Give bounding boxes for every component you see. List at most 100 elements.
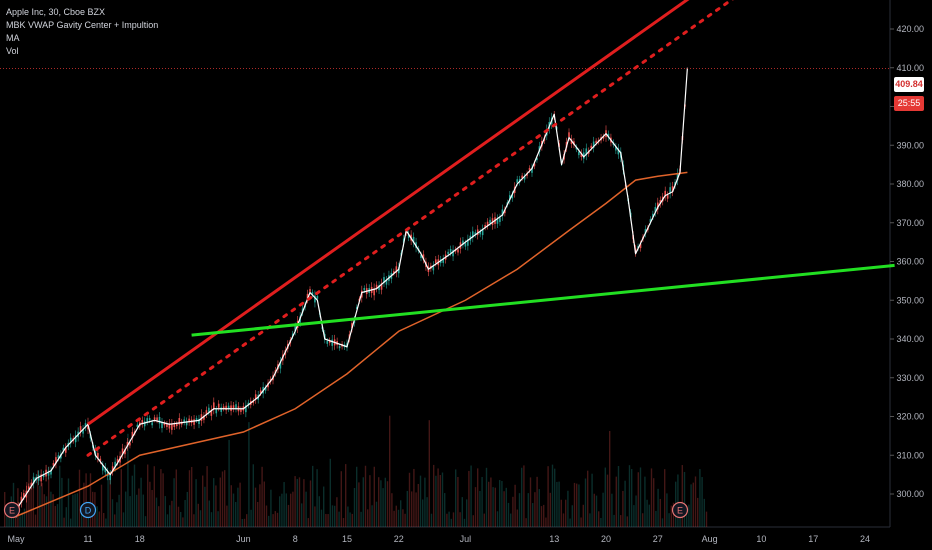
candle-body <box>523 176 526 180</box>
volume-bar <box>626 516 628 527</box>
volume-bar <box>118 494 120 527</box>
volume-bar <box>538 489 540 527</box>
support-trendline <box>191 263 895 337</box>
legend-indicator-vwap[interactable]: MBK VWAP Gavity Center + Impultion <box>6 20 159 30</box>
volume-bar <box>378 477 380 527</box>
volume-bar <box>37 470 39 527</box>
candle-body <box>178 418 181 425</box>
volume-bar <box>206 466 208 527</box>
volume-bar <box>694 476 697 527</box>
volume-bar <box>525 518 527 527</box>
volume-bar <box>587 470 589 527</box>
volume-bar <box>61 477 63 527</box>
candle-body <box>351 323 353 329</box>
volume-bar <box>43 494 45 527</box>
candle-body <box>247 402 250 406</box>
volume-bar <box>543 504 545 527</box>
volume-bar <box>52 494 54 527</box>
volume-bar <box>81 510 83 527</box>
volume-bar <box>397 509 400 527</box>
volume-bar <box>527 493 529 527</box>
candle-body <box>528 167 531 171</box>
candle-body <box>578 151 580 156</box>
volume-bar <box>122 512 125 527</box>
candle-body <box>395 266 398 273</box>
volume-bar <box>296 478 298 527</box>
volume-bar <box>23 508 26 527</box>
candle-body <box>227 405 230 410</box>
marker-circle <box>671 501 689 519</box>
volume-bar <box>411 491 413 527</box>
volume-bar <box>655 510 657 527</box>
chart-grid <box>0 0 891 528</box>
candle-body <box>195 418 198 421</box>
x-tick-label: 13 <box>549 534 559 544</box>
candle-body <box>74 435 77 443</box>
volume-bar <box>631 469 633 527</box>
earnings-marker[interactable]: E <box>3 501 21 519</box>
candle-body <box>590 145 592 149</box>
y-tick-label: 390.00 <box>896 140 924 150</box>
legend-indicator-vol[interactable]: Vol <box>6 46 19 56</box>
volume-bar <box>177 506 180 527</box>
volume-bar <box>664 469 666 527</box>
volume-bar <box>270 489 272 527</box>
volume-bar <box>294 476 296 527</box>
volume-bar <box>510 513 512 527</box>
candle-body <box>501 209 504 217</box>
x-tick-label: 8 <box>293 534 298 544</box>
candle-body <box>168 423 171 429</box>
volume-bar <box>576 483 578 527</box>
volume-bars <box>4 415 708 527</box>
volume-bar <box>105 518 107 527</box>
volume-bar <box>331 505 334 527</box>
volume-bar <box>488 481 490 527</box>
x-tick-label: Jun <box>236 534 251 544</box>
marker-label: E <box>9 506 15 516</box>
volume-bar <box>507 502 510 527</box>
candle-body <box>481 229 484 236</box>
volume-bar <box>433 464 435 527</box>
time-axis[interactable]: May 11 18 Jun 8 15 22 Jul 13 20 27 Aug 10 17 24 <box>7 534 870 544</box>
volume-bar <box>375 501 378 527</box>
dividend-marker[interactable]: D <box>79 501 97 519</box>
legend-symbol[interactable]: Apple Inc, 30, Cboe BZX <box>6 7 106 17</box>
volume-bar <box>382 488 384 527</box>
volume-bar <box>316 469 318 527</box>
volume-bar <box>556 481 558 527</box>
volume-bar <box>589 513 591 527</box>
volume-bar <box>545 517 547 527</box>
earnings-marker[interactable]: E <box>671 501 689 519</box>
candle-body <box>435 259 437 264</box>
candle-body <box>575 147 578 150</box>
volume-bar <box>455 469 457 527</box>
volume-bar <box>120 469 122 527</box>
volume-bar <box>620 515 622 527</box>
volume-bar <box>129 496 131 527</box>
candle-body <box>240 409 242 412</box>
volume-bar <box>653 478 655 527</box>
candle-body <box>499 217 501 222</box>
candle-body <box>314 295 316 303</box>
candle-body <box>213 402 215 410</box>
volume-bar <box>635 495 637 527</box>
volume-bar <box>237 487 239 527</box>
volume-bar <box>155 497 158 527</box>
legend-indicator-ma[interactable]: MA <box>6 33 20 43</box>
x-tick-label: 11 <box>83 534 92 544</box>
candle-body <box>637 246 639 249</box>
volume-bar <box>345 464 347 527</box>
volume-bar <box>59 465 61 527</box>
volume-bar <box>202 475 204 527</box>
volume-bar <box>483 513 485 527</box>
volume-bar <box>342 518 345 527</box>
candle-body <box>331 339 333 346</box>
candle-body <box>602 136 605 139</box>
candle-body <box>114 461 116 468</box>
volume-bar <box>477 468 479 527</box>
candle-body <box>143 421 146 427</box>
candle-body <box>55 457 57 464</box>
volume-bar <box>661 518 664 527</box>
